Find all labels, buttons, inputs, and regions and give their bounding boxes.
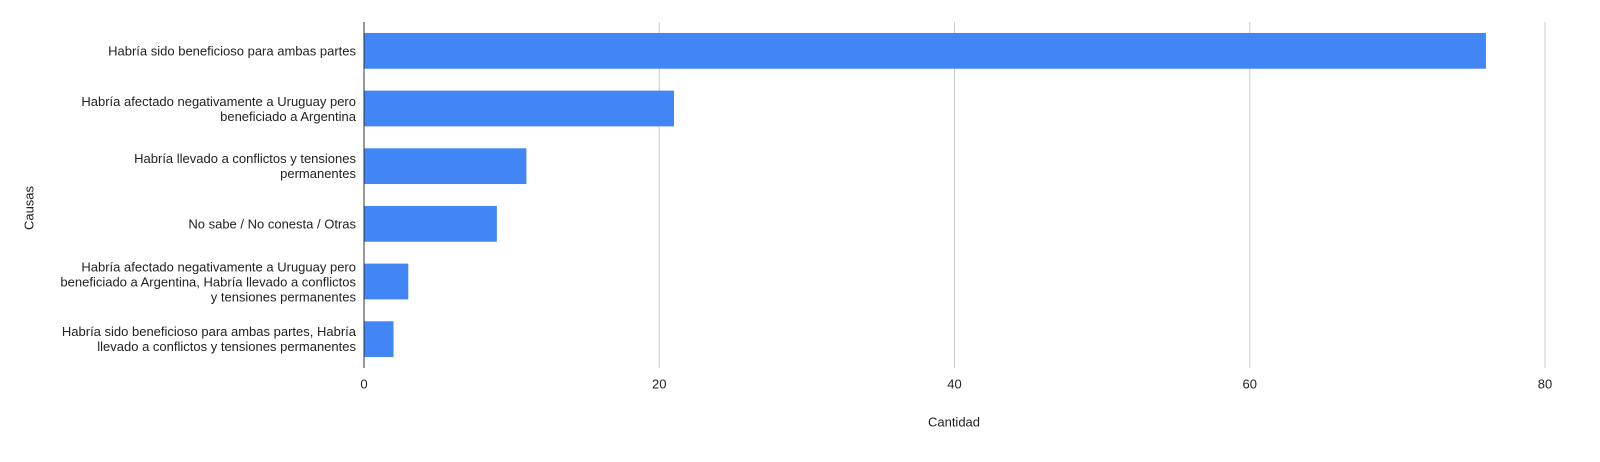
y-tick-label: Habría sido beneficioso para ambas parte… — [61, 324, 356, 355]
y-tick-label: No sabe / No conesta / Otras — [188, 216, 356, 232]
x-tick-label: 60 — [1243, 376, 1257, 391]
y-tick-label: Habría afectado negativamente a Uruguay … — [60, 259, 356, 304]
y-tick-label: Habría afectado negativamente a Uruguay … — [81, 93, 356, 124]
y-tick-label: Habría llevado a conflictos y tensiones … — [134, 151, 356, 182]
y-tick-label: Habría sido beneficioso para ambas parte… — [108, 43, 356, 59]
bar — [364, 205, 497, 242]
bar — [364, 90, 675, 127]
x-tick-label: 20 — [652, 376, 666, 391]
y-axis-title: Causas — [21, 185, 36, 230]
bar — [364, 263, 409, 300]
bar — [364, 32, 1486, 69]
x-tick-label: 80 — [1538, 376, 1552, 391]
bar — [364, 321, 394, 358]
bar — [364, 148, 527, 185]
x-axis-title: Cantidad — [928, 414, 980, 429]
x-tick-label: 0 — [360, 376, 367, 391]
x-tick-label: 40 — [947, 376, 961, 391]
